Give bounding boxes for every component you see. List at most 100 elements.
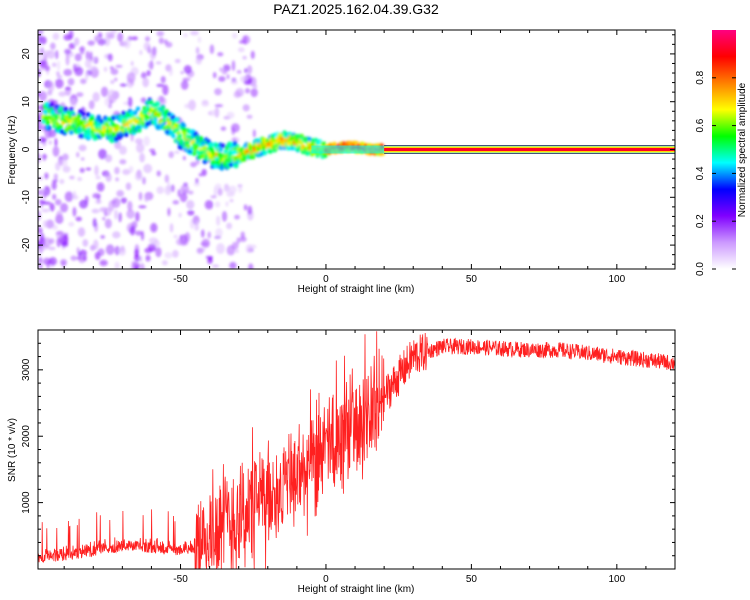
noise-blob <box>180 71 184 75</box>
ridge-blob <box>96 115 101 121</box>
noise-blob <box>100 235 105 239</box>
noise-blob <box>250 88 258 98</box>
noise-blob <box>38 210 42 222</box>
noise-blob <box>77 227 86 237</box>
noise-blob <box>142 176 146 185</box>
noise-blob <box>174 58 181 64</box>
noise-blob <box>88 100 95 110</box>
noise-blob <box>79 199 88 209</box>
noise-blob <box>62 153 69 161</box>
noise-blob <box>140 97 147 103</box>
noise-blob <box>167 207 171 217</box>
noise-blob <box>38 250 43 257</box>
spectrogram-image <box>38 30 675 269</box>
ridge-blob <box>110 115 116 121</box>
noise-blob <box>87 40 95 46</box>
x-tick-label: 0 <box>323 274 329 285</box>
noise-blob <box>239 236 247 242</box>
noise-blob <box>236 70 242 74</box>
noise-blob <box>138 191 143 201</box>
noise-blob <box>226 74 230 80</box>
noise-blob <box>172 249 179 258</box>
noise-blob <box>147 243 156 252</box>
ridge-blob <box>199 149 205 155</box>
noise-blob <box>149 148 156 153</box>
ridge-blob <box>142 109 147 115</box>
ridge-blob <box>80 111 86 117</box>
noise-blob <box>142 77 150 88</box>
noise-blob <box>179 192 188 203</box>
ridge-blob <box>165 117 171 123</box>
noise-blob <box>39 36 47 45</box>
ridge-blob <box>209 142 214 148</box>
noise-blob <box>229 198 234 203</box>
ridge-blob <box>220 143 226 149</box>
noise-blob <box>85 167 92 171</box>
noise-blob <box>104 154 113 163</box>
noise-blob <box>74 66 84 77</box>
ridge-blob <box>147 120 153 126</box>
spectrogram-panel: -50 0 50 100 -20 -10 0 10 20 Height of straight … <box>7 29 676 295</box>
noise-blob <box>75 216 82 222</box>
noise-blob <box>84 59 92 69</box>
noise-blob <box>201 238 211 248</box>
noise-blob <box>38 263 43 269</box>
noise-blob <box>119 159 127 165</box>
noise-blob <box>52 179 59 183</box>
noise-blob <box>209 44 215 55</box>
snr-panel: -50 0 50 100 1000 2000 3000 Height of straight… <box>7 329 676 595</box>
noise-blob <box>107 103 113 109</box>
noise-blob <box>220 126 227 131</box>
noise-blob <box>229 261 237 269</box>
ridge-blob <box>49 102 54 107</box>
noise-blob <box>243 35 247 46</box>
noise-blob <box>243 80 252 85</box>
ridge-blob <box>219 165 225 171</box>
noise-blob <box>134 172 143 181</box>
noise-blob <box>172 200 180 205</box>
noise-blob <box>198 173 203 177</box>
noise-blob <box>125 182 132 191</box>
noise-blob <box>244 88 250 94</box>
noise-blob <box>120 197 128 204</box>
colorbar-gradient <box>712 30 736 269</box>
spectrogram-x-axis-label: Height of straight line (km) <box>298 284 415 295</box>
noise-blob <box>208 256 213 261</box>
noise-blob <box>230 137 240 143</box>
noise-blob <box>44 172 49 180</box>
noise-blob <box>70 255 78 261</box>
noise-blob <box>182 77 191 82</box>
noise-blob <box>195 57 202 65</box>
noise-blob <box>42 50 51 55</box>
noise-blob <box>79 46 85 53</box>
noise-blob <box>180 184 190 194</box>
ridge-blob <box>232 141 238 147</box>
ridge-blob <box>145 115 150 120</box>
noise-blob <box>100 86 109 98</box>
noise-blob <box>42 257 52 266</box>
noise-blob <box>197 36 202 43</box>
x-tick-label: -50 <box>173 274 188 285</box>
noise-blob <box>123 38 131 49</box>
noise-blob <box>56 71 60 76</box>
noise-blob <box>190 161 197 168</box>
noise-blob <box>38 91 47 102</box>
noise-blob <box>164 252 173 259</box>
ridge-blob <box>58 124 64 129</box>
noise-blob <box>248 263 254 269</box>
noise-blob <box>221 210 228 222</box>
noise-blob <box>114 245 121 256</box>
noise-blob <box>41 208 50 213</box>
noise-blob <box>70 98 77 110</box>
noise-blob <box>118 145 127 155</box>
noise-blob <box>177 189 182 198</box>
noise-blob <box>158 95 165 103</box>
noise-blob <box>63 68 73 77</box>
noise-blob <box>74 53 82 62</box>
noise-blob <box>237 47 245 53</box>
noise-blob <box>84 71 89 81</box>
noise-blob <box>235 88 245 97</box>
ridge-blob <box>155 101 160 107</box>
noise-blob <box>48 257 57 266</box>
noise-blob <box>118 212 122 223</box>
